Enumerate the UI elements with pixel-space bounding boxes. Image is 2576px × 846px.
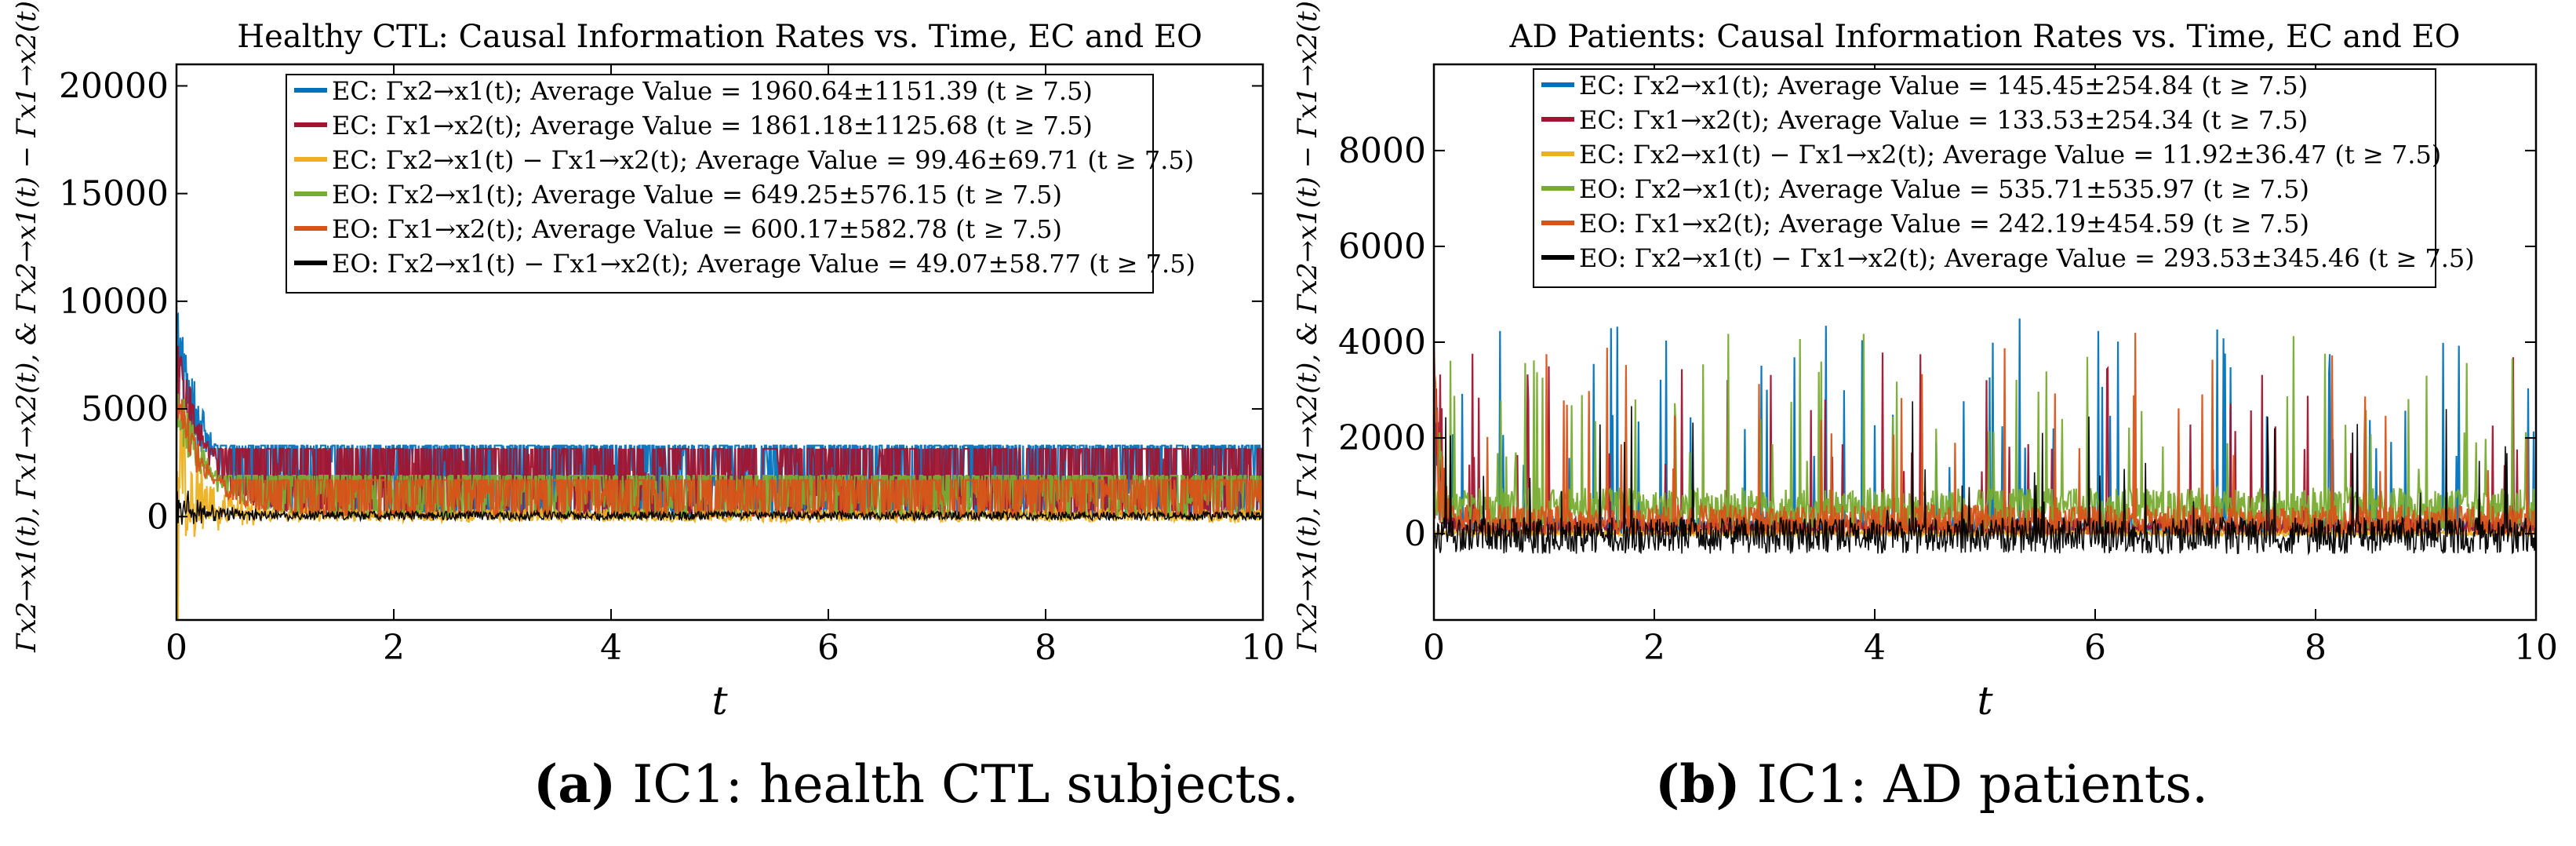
legend-label: EC: Γx1→x2(t); Average Value = 1861.18±1… <box>332 111 1093 140</box>
legend-entry-1: EC: Γx2→x1(t); Average Value = 1960.64±1… <box>294 76 1093 106</box>
legend-label: EO: Γx2→x1(t); Average Value = 535.71±53… <box>1579 174 2309 204</box>
y-tick-label: 6000 <box>1338 227 1426 267</box>
legend-box <box>286 74 1154 294</box>
y-tick-label: 20000 <box>59 66 169 106</box>
series-line-6 <box>1434 401 2536 556</box>
plot-area <box>1434 318 2536 556</box>
x-tick-label: 2 <box>383 628 405 668</box>
caption-b-text: IC1: AD patients. <box>1756 754 2209 815</box>
x-tick-label: 0 <box>1423 628 1445 668</box>
figure-canvas: Healthy CTL: Causal Information Rates vs… <box>11 1 2558 724</box>
legend-box <box>1533 68 2436 288</box>
legend-entry-6: EO: Γx2→x1(t) − Γx1→x2(t); Average Value… <box>294 249 1195 279</box>
x-tick-label: 8 <box>2305 628 2327 668</box>
x-axis-label: t <box>711 678 728 724</box>
x-tick-label: 4 <box>1864 628 1886 668</box>
legend-entry-1: EC: Γx2→x1(t); Average Value = 145.45±25… <box>1541 71 2308 100</box>
legend-label: EO: Γx2→x1(t); Average Value = 649.25±57… <box>332 180 1062 210</box>
chart-panel-a: Healthy CTL: Causal Information Rates vs… <box>11 1 1285 724</box>
plot-area <box>176 312 1263 619</box>
chart-title: Healthy CTL: Causal Information Rates vs… <box>237 19 1202 55</box>
x-tick-label: 2 <box>1643 628 1665 668</box>
x-tick-label: 10 <box>2514 628 2558 668</box>
series-line-5 <box>176 385 1263 520</box>
y-tick-label: 10000 <box>59 282 169 322</box>
legend-entry-6: EO: Γx2→x1(t) − Γx1→x2(t); Average Value… <box>1541 243 2475 273</box>
legend-entry-5: EO: Γx1→x2(t); Average Value = 242.19±45… <box>1541 209 2309 239</box>
y-axis-label: Γx2→x1(t), Γx1→x2(t), & Γx2→x1(t) − Γx1→… <box>1292 1 1323 653</box>
x-tick-label: 10 <box>1241 628 1285 668</box>
x-tick-label: 0 <box>166 628 187 668</box>
x-tick-label: 8 <box>1035 628 1057 668</box>
legend-label: EO: Γx2→x1(t) − Γx1→x2(t); Average Value… <box>1579 243 2475 273</box>
legend-entry-3: EC: Γx2→x1(t) − Γx1→x2(t); Average Value… <box>1541 140 2441 170</box>
y-tick-label: 15000 <box>59 174 169 214</box>
legend-label: EO: Γx2→x1(t) − Γx1→x2(t); Average Value… <box>332 249 1195 279</box>
legend-label: EC: Γx2→x1(t); Average Value = 1960.64±1… <box>332 76 1093 106</box>
x-tick-label: 4 <box>600 628 622 668</box>
y-tick-label: 5000 <box>81 389 169 429</box>
y-axis-label: Γx2→x1(t), Γx1→x2(t), & Γx2→x1(t) − Γx1→… <box>11 1 42 653</box>
caption-a-letter: (a) <box>533 753 617 815</box>
chart-panel-b: AD Patients: Causal Information Rates vs… <box>1292 1 2558 724</box>
legend-label: EC: Γx2→x1(t); Average Value = 145.45±25… <box>1579 71 2308 100</box>
caption-a: (a) IC1: health CTL subjects. <box>533 753 1299 815</box>
x-tick-label: 6 <box>817 628 839 668</box>
legend-entry-4: EO: Γx2→x1(t); Average Value = 535.71±53… <box>1541 174 2309 204</box>
caption-b: (b) IC1: AD patients. <box>1655 753 2208 815</box>
caption-b-letter: (b) <box>1655 753 1741 815</box>
legend-entry-3: EC: Γx2→x1(t) − Γx1→x2(t); Average Value… <box>294 145 1194 175</box>
legend-label: EC: Γx2→x1(t) − Γx1→x2(t); Average Value… <box>332 145 1194 175</box>
series-line-6 <box>176 490 1263 525</box>
legend-label: EO: Γx1→x2(t); Average Value = 242.19±45… <box>1579 209 2309 239</box>
legend-label: EC: Γx1→x2(t); Average Value = 133.53±25… <box>1579 105 2308 135</box>
chart-title: AD Patients: Causal Information Rates vs… <box>1509 19 2461 55</box>
y-tick-label: 0 <box>1404 514 1426 554</box>
y-tick-label: 8000 <box>1338 131 1426 171</box>
y-tick-label: 2000 <box>1338 418 1426 458</box>
legend-entry-2: EC: Γx1→x2(t); Average Value = 133.53±25… <box>1541 105 2308 135</box>
caption-a-text: IC1: health CTL subjects. <box>632 754 1299 815</box>
legend-entry-2: EC: Γx1→x2(t); Average Value = 1861.18±1… <box>294 111 1093 140</box>
y-tick-label: 0 <box>147 497 169 537</box>
y-tick-label: 4000 <box>1338 323 1426 363</box>
legend-label: EC: Γx2→x1(t) − Γx1→x2(t); Average Value… <box>1579 140 2441 170</box>
plot-frame <box>175 63 1264 622</box>
x-tick-label: 6 <box>2084 628 2106 668</box>
legend-entry-5: EO: Γx1→x2(t); Average Value = 600.17±58… <box>294 214 1062 244</box>
x-axis-label: t <box>1977 678 1993 724</box>
legend-label: EO: Γx1→x2(t); Average Value = 600.17±58… <box>332 214 1062 244</box>
legend-entry-4: EO: Γx2→x1(t); Average Value = 649.25±57… <box>294 180 1062 210</box>
